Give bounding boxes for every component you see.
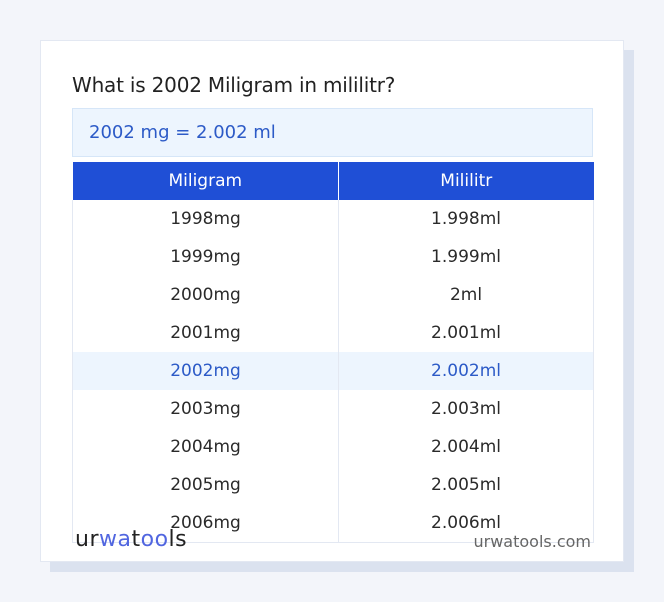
- cell-ml: 2.005ml: [338, 466, 594, 504]
- cell-mg: 2006mg: [71, 504, 340, 543]
- table-row: 2001mg 2.001ml: [71, 314, 594, 352]
- cell-mg: 2002mg: [71, 352, 340, 390]
- conversion-result: 2002 mg = 2.002 ml: [72, 108, 593, 157]
- cell-mg: 2003mg: [71, 390, 340, 428]
- cell-mg: 2000mg: [71, 276, 340, 314]
- urwatools-logo: urwatools: [75, 527, 187, 552]
- cell-ml: 2.004ml: [338, 428, 594, 466]
- cell-ml: 2.002ml: [338, 352, 594, 390]
- cell-ml: 2.003ml: [338, 390, 594, 428]
- table-row: 1998mg 1.998ml: [71, 200, 594, 238]
- cell-mg: 1999mg: [71, 238, 340, 276]
- cell-ml: 2ml: [338, 276, 594, 314]
- table-row: 2004mg 2.004ml: [71, 428, 594, 466]
- cell-mg: 2001mg: [71, 314, 340, 352]
- table-row-highlighted: 2002mg 2.002ml: [71, 352, 594, 390]
- cell-ml: 1.998ml: [338, 200, 594, 238]
- column-header-miligram: Miligram: [72, 162, 339, 200]
- column-header-mililitr: Mililitr: [338, 162, 594, 200]
- cell-ml: 2.006ml: [338, 504, 594, 543]
- page-title: What is 2002 Miligram in mililitr?: [72, 73, 396, 97]
- logo-text-accent: oo: [140, 527, 169, 552]
- table-row: 1999mg 1.999ml: [71, 238, 594, 276]
- cell-mg: 2005mg: [71, 466, 340, 504]
- table-row: 2003mg 2.003ml: [71, 390, 594, 428]
- site-url: urwatools.com: [473, 532, 592, 551]
- table-row: 2005mg 2.005ml: [71, 466, 594, 504]
- cell-mg: 2004mg: [71, 428, 340, 466]
- logo-text: ls: [168, 527, 188, 552]
- table-header-row: Miligram Mililitr: [72, 162, 594, 200]
- table-row: 2006mg 2.006ml: [71, 504, 594, 543]
- cell-mg: 1998mg: [71, 200, 340, 238]
- conversion-card: What is 2002 Miligram in mililitr? 2002 …: [40, 40, 624, 562]
- conversion-table: Miligram Mililitr 1998mg 1.998ml 1999mg 1.…: [71, 162, 594, 543]
- cell-ml: 1.999ml: [338, 238, 594, 276]
- cell-ml: 2.001ml: [338, 314, 594, 352]
- logo-text-accent: wa: [99, 527, 132, 552]
- logo-text: t: [131, 527, 141, 552]
- logo-text: ur: [75, 527, 99, 552]
- table-row: 2000mg 2ml: [71, 276, 594, 314]
